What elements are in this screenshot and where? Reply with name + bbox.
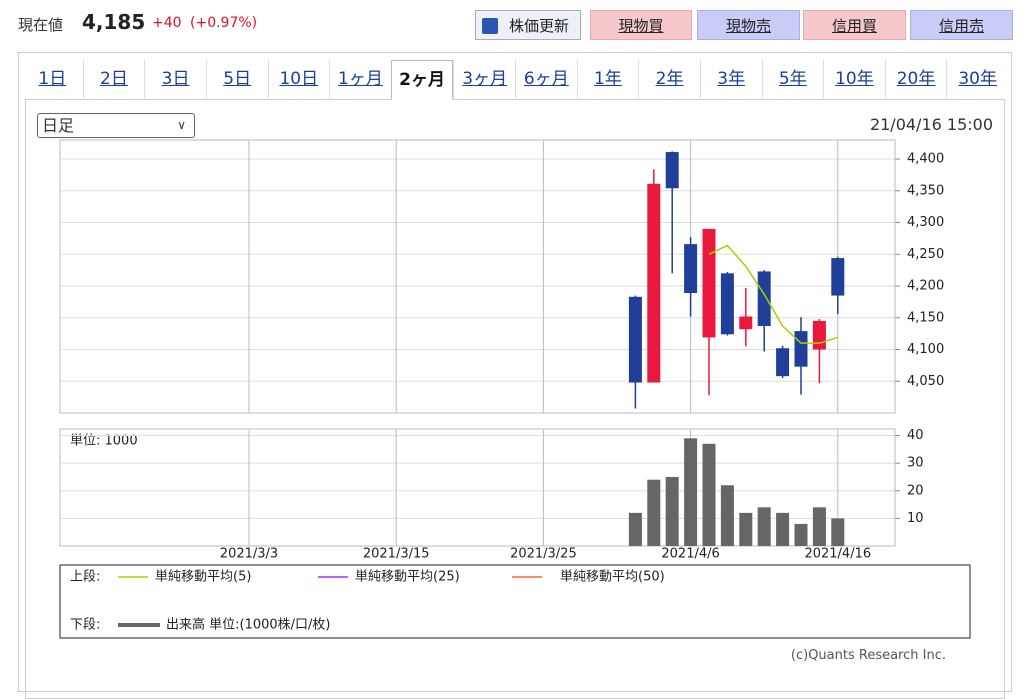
volume-bar (720, 485, 734, 546)
legend-lower: 下段: (70, 618, 100, 633)
period-tabs: 1日 2日 3日 5日 10日 1ヶ月 2ヶ月 3ヶ月 6ヶ月 1年 2年 3年 5年 10年 20年 30年 (22, 60, 1008, 100)
tab[interactable]: 1ヶ月 (329, 60, 391, 100)
tab[interactable]: 1日 (38, 69, 67, 89)
volume-bar (684, 438, 698, 546)
x-tick-label: 2021/4/6 (661, 547, 719, 562)
volume-bar (776, 512, 790, 546)
price-change: +40 (152, 15, 182, 31)
tab[interactable]: 6ヶ月 (515, 60, 577, 100)
y-tick-label: 4,300 (907, 215, 944, 230)
spot-buy-button[interactable]: 現物買 (590, 10, 692, 40)
volume-bar (628, 512, 642, 546)
y-tick-label: 4,250 (907, 247, 944, 262)
y-tick-label: 4,050 (907, 374, 944, 389)
candle-body (702, 228, 716, 338)
tab-selected[interactable]: 2ヶ月 (390, 60, 454, 100)
period-select-value: 日足 (42, 116, 75, 135)
select-arrow: ∨ (177, 118, 186, 132)
candle-body (647, 183, 661, 383)
copyright: (c)Quants Research Inc. (790, 648, 946, 663)
refresh-label: 株価更新 (508, 17, 569, 35)
volume-bar (812, 507, 826, 546)
tab[interactable]: 3年 (699, 60, 762, 100)
x-tick-label: 2021/3/25 (510, 547, 577, 562)
volume-bar (739, 512, 753, 546)
tab[interactable]: 3日 (144, 60, 206, 100)
legend-upper: 上段: (70, 570, 100, 585)
volume-bar (831, 518, 845, 546)
tab[interactable]: 3ヶ月 (453, 60, 515, 100)
volume-bar (647, 479, 661, 546)
y-tick-label: 4,150 (907, 310, 944, 325)
y-tick-label: 10 (907, 511, 924, 526)
y-tick-label: 30 (907, 456, 924, 471)
legend-label: 出来高 単位:(1000株/口/枚) (166, 617, 331, 633)
price-plot-frame (59, 139, 896, 414)
volume-bar (757, 507, 771, 546)
y-tick-label: 4,400 (907, 152, 944, 167)
y-tick-label: 4,200 (907, 279, 944, 294)
volume-unit: 単位: 1000 (70, 433, 138, 449)
moving-average-line (708, 244, 839, 344)
x-tick-label: 2021/3/15 (363, 547, 430, 562)
y-tick-label: 4,350 (907, 183, 944, 198)
candle-body (739, 316, 753, 330)
legend-box (59, 564, 971, 639)
chart: 単位: 1000 上段: 下段: 4,050 4,100 4,150 4,200 4,2… (59, 139, 971, 639)
price-label: 現在値 (18, 16, 64, 34)
x-tick-label: 2021/4/16 (804, 547, 871, 562)
refresh-icon (482, 18, 498, 34)
tab[interactable]: 1年 (576, 60, 639, 100)
margin-buy-button[interactable]: 信用買 (803, 10, 906, 40)
price-change-pct: (+0.97%) (190, 15, 258, 31)
candle-body (776, 348, 790, 377)
candle-body (831, 258, 845, 296)
candle-body (794, 331, 808, 367)
current-price: 4,185 (82, 10, 146, 34)
tab[interactable]: 2年 (638, 60, 700, 100)
margin-sell-button[interactable]: 信用売 (910, 10, 1013, 40)
y-tick-label: 20 (907, 483, 924, 498)
timestamp: 21/04/16 15:00 (869, 115, 993, 134)
period-select[interactable]: 日足 ∨ (37, 113, 195, 138)
candle-body (812, 320, 826, 350)
legend-label: 単純移動平均(50) (560, 569, 665, 585)
page: 現在値 4,185 +40 (+0.97%) 株価更新 現物買 現物売 信用買 … (18, 10, 1013, 699)
tab[interactable]: 10年 (823, 60, 885, 100)
tab[interactable]: 30年 (946, 60, 1008, 100)
tab[interactable]: 5年 (761, 60, 824, 100)
tab[interactable]: 2日 (82, 60, 145, 100)
y-tick-label: 40 (907, 428, 924, 443)
legend-label: 単純移動平均(25) (355, 569, 460, 585)
candle-body (720, 273, 734, 335)
tab[interactable]: 5日 (205, 60, 268, 100)
volume-bar (665, 476, 679, 546)
spot-sell-button[interactable]: 現物売 (697, 10, 800, 40)
x-tick-label: 2021/3/3 (220, 547, 278, 562)
volume-plot-frame (59, 428, 896, 547)
tab[interactable]: 20年 (884, 60, 947, 100)
candle-body (757, 271, 771, 327)
candle-body (628, 296, 642, 383)
legend-label: 単純移動平均(5) (155, 569, 251, 585)
volume-bar (702, 443, 716, 546)
volume-bar (794, 523, 808, 546)
tab[interactable]: 10日 (267, 60, 330, 100)
y-tick-label: 4,100 (907, 342, 944, 357)
candle-body (665, 152, 679, 189)
refresh-button[interactable]: 株価更新 (475, 10, 581, 40)
candle-body (684, 244, 698, 294)
